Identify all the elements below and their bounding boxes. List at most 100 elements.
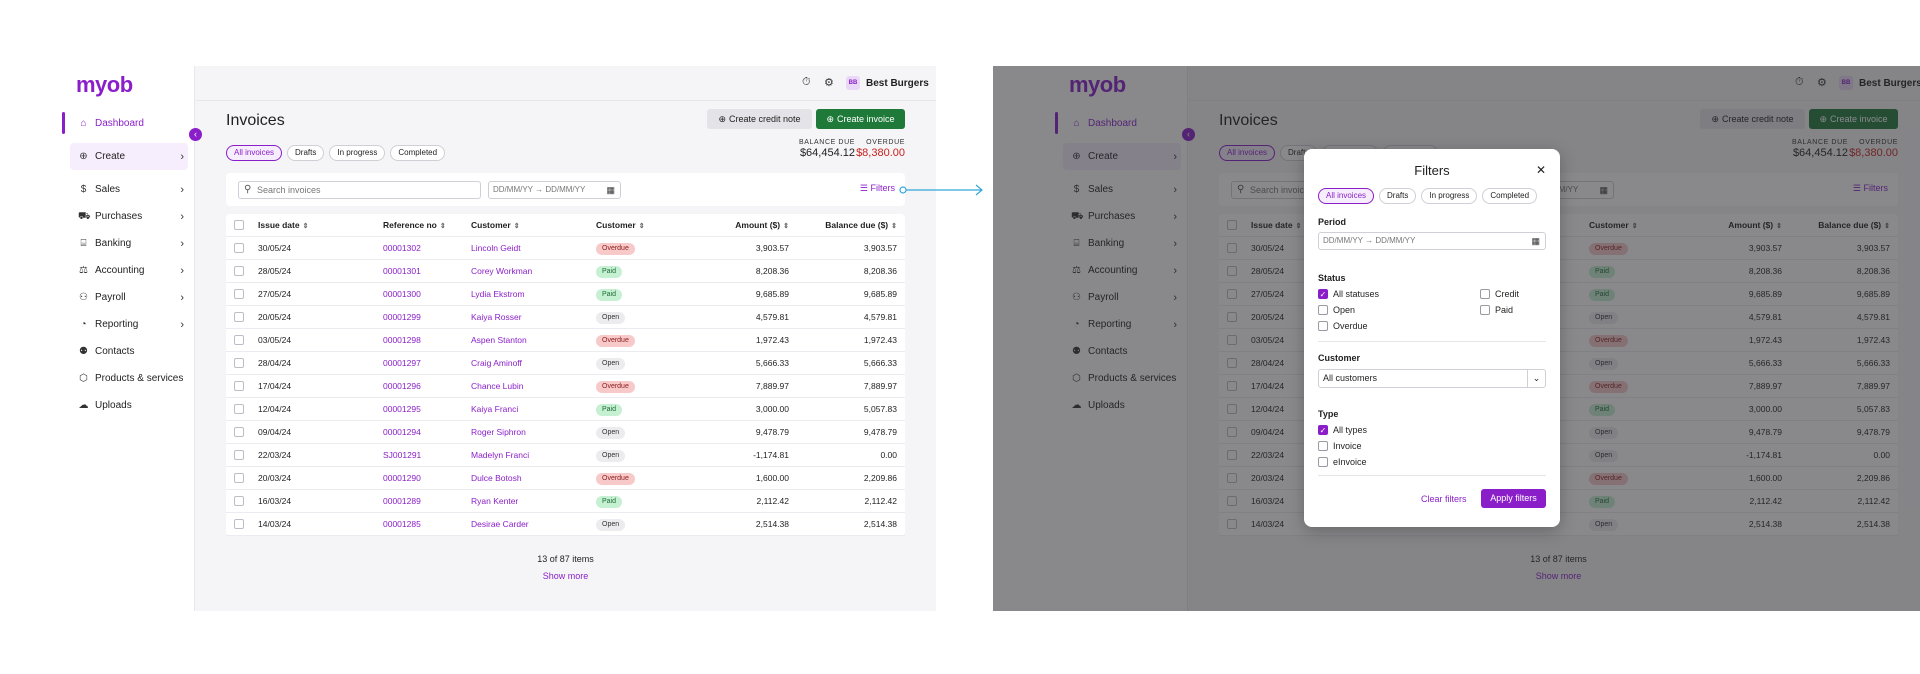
tab-in-progress[interactable]: In progress bbox=[329, 145, 386, 161]
status-checkbox[interactable]: Paid bbox=[1480, 305, 1513, 315]
period-date-field[interactable]: DD/MM/YY → DD/MM/YY ▦ bbox=[1318, 232, 1546, 250]
status-checkbox[interactable]: Open bbox=[1318, 305, 1355, 315]
customer-link[interactable]: Chance Lubin bbox=[471, 381, 524, 391]
customer-link[interactable]: Craig Aminoff bbox=[471, 358, 522, 368]
reference-link[interactable]: 00001302 bbox=[383, 243, 421, 253]
sidebar-item-banking[interactable]: ⌸ Banking › bbox=[66, 230, 188, 257]
column-header[interactable]: Amount ($)⇕ bbox=[735, 220, 789, 230]
sidebar-item-uploads[interactable]: ☁ Uploads bbox=[66, 392, 188, 419]
row-checkbox[interactable] bbox=[234, 335, 244, 345]
search-input[interactable]: ⚲ Search invoices bbox=[238, 181, 481, 199]
row-checkbox[interactable] bbox=[234, 496, 244, 506]
org-name[interactable]: Best Burgers bbox=[866, 78, 929, 89]
create-credit-note-button[interactable]: ⊕Create credit note bbox=[707, 109, 812, 129]
reference-link[interactable]: 00001295 bbox=[383, 404, 421, 414]
reference-link[interactable]: 00001290 bbox=[383, 473, 421, 483]
select-all-checkbox[interactable] bbox=[234, 220, 244, 230]
reference-link[interactable]: 00001297 bbox=[383, 358, 421, 368]
tab-drafts[interactable]: Drafts bbox=[287, 145, 325, 161]
create-invoice-button[interactable]: ⊕Create invoice bbox=[816, 109, 905, 129]
row-checkbox[interactable] bbox=[234, 427, 244, 437]
sidebar-item-reporting[interactable]: ◔ Reporting › bbox=[66, 311, 188, 338]
status-checkbox[interactable]: ✓ All statuses bbox=[1318, 289, 1379, 299]
row-checkbox[interactable] bbox=[234, 381, 244, 391]
table-row[interactable]: 20/03/24 00001290 Dulce Botosh Overdue 1,600… bbox=[226, 467, 905, 490]
tab-completed[interactable]: Completed bbox=[390, 145, 446, 161]
table-row[interactable]: 27/05/24 00001300 Lydia Ekstrom Paid 9,685.8… bbox=[226, 283, 905, 306]
table-row[interactable]: 20/05/24 00001299 Kaiya Rosser Open 4,579.81… bbox=[226, 306, 905, 329]
table-row[interactable]: 17/04/24 00001296 Chance Lubin Overdue 7,889… bbox=[226, 375, 905, 398]
sidebar-item-accounting[interactable]: ⚖ Accounting › bbox=[66, 257, 188, 284]
date-range-field[interactable]: DD/MM/YY → DD/MM/YY ▦ bbox=[488, 181, 621, 199]
row-checkbox[interactable] bbox=[234, 312, 244, 322]
reference-link[interactable]: 00001294 bbox=[383, 427, 421, 437]
type-checkbox[interactable]: Invoice bbox=[1318, 441, 1362, 451]
row-checkbox[interactable] bbox=[234, 289, 244, 299]
gear-icon[interactable]: ⚙ bbox=[824, 77, 834, 89]
sidebar-item-sales[interactable]: $ Sales › bbox=[66, 176, 188, 203]
reference-link[interactable]: SJ001291 bbox=[383, 450, 422, 460]
table-row[interactable]: 30/05/24 00001302 Lincoln Geidt Overdue 3,90… bbox=[226, 237, 905, 260]
row-checkbox[interactable] bbox=[234, 450, 244, 460]
dialog-tab-completed[interactable]: Completed bbox=[1482, 188, 1538, 204]
reference-link[interactable]: 00001285 bbox=[383, 519, 421, 529]
dialog-tab-in-progress[interactable]: In progress bbox=[1421, 188, 1478, 204]
reference-link[interactable]: 00001296 bbox=[383, 381, 421, 391]
status-checkbox[interactable]: Overdue bbox=[1318, 321, 1368, 331]
show-more-link[interactable]: Show more bbox=[542, 571, 589, 581]
type-checkbox[interactable]: ✓ All types bbox=[1318, 425, 1367, 435]
dialog-tab-drafts[interactable]: Drafts bbox=[1379, 188, 1417, 204]
row-checkbox[interactable] bbox=[234, 404, 244, 414]
reference-link[interactable]: 00001301 bbox=[383, 266, 421, 276]
collapse-sidebar-button[interactable]: ‹ bbox=[189, 128, 202, 141]
status-checkbox[interactable]: Credit bbox=[1480, 289, 1519, 299]
customer-link[interactable]: Desirae Carder bbox=[471, 519, 529, 529]
customer-link[interactable]: Aspen Stanton bbox=[471, 335, 527, 345]
close-icon[interactable]: ✕ bbox=[1535, 163, 1546, 177]
reference-link[interactable]: 00001289 bbox=[383, 496, 421, 506]
customer-link[interactable]: Dulce Botosh bbox=[471, 473, 522, 483]
help-icon[interactable]: ⏱ bbox=[802, 76, 811, 88]
type-checkbox[interactable]: eInvoice bbox=[1318, 457, 1367, 467]
column-header[interactable]: Issue date⇕ bbox=[258, 220, 308, 230]
filters-button[interactable]: ☰ Filters bbox=[860, 183, 895, 194]
customer-link[interactable]: Madelyn Franci bbox=[471, 450, 530, 460]
row-checkbox[interactable] bbox=[234, 519, 244, 529]
sidebar-item-purchases[interactable]: ⛟ Purchases › bbox=[66, 203, 188, 230]
table-row[interactable]: 22/03/24 SJ001291 Madelyn Franci Open -1,174… bbox=[226, 444, 905, 467]
column-header[interactable]: Reference no⇕ bbox=[383, 220, 446, 230]
tab-all-invoices[interactable]: All invoices bbox=[226, 145, 283, 161]
myob-logo[interactable]: myob bbox=[76, 72, 133, 97]
column-header[interactable]: Customer⇕ bbox=[596, 220, 645, 230]
sidebar-item-create[interactable]: ⊕ Create › bbox=[70, 143, 188, 170]
table-row[interactable]: 28/04/24 00001297 Craig Aminoff Open 5,666.3… bbox=[226, 352, 905, 375]
customer-link[interactable]: Kaiya Rosser bbox=[471, 312, 522, 322]
customer-select[interactable]: All customers ⌄ bbox=[1318, 369, 1546, 388]
reference-link[interactable]: 00001299 bbox=[383, 312, 421, 322]
customer-link[interactable]: Lincoln Geidt bbox=[471, 243, 521, 253]
customer-link[interactable]: Roger Siphron bbox=[471, 427, 526, 437]
customer-link[interactable]: Lydia Ekstrom bbox=[471, 289, 525, 299]
column-header[interactable]: Balance due ($)⇕ bbox=[825, 220, 897, 230]
row-checkbox[interactable] bbox=[234, 266, 244, 276]
table-row[interactable]: 12/04/24 00001295 Kaiya Franci Paid 3,000.00… bbox=[226, 398, 905, 421]
column-header[interactable]: Customer⇕ bbox=[471, 220, 520, 230]
clear-filters-button[interactable]: Clear filters bbox=[1421, 494, 1467, 504]
table-row[interactable]: 03/05/24 00001298 Aspen Stanton Overdue 1,97… bbox=[226, 329, 905, 352]
row-checkbox[interactable] bbox=[234, 243, 244, 253]
table-row[interactable]: 28/05/24 00001301 Corey Workman Paid 8,208.3… bbox=[226, 260, 905, 283]
sidebar-item-payroll[interactable]: ⚇ Payroll › bbox=[66, 284, 188, 311]
dialog-tab-all-invoices[interactable]: All invoices bbox=[1318, 188, 1375, 204]
row-checkbox[interactable] bbox=[234, 473, 244, 483]
calendar-icon[interactable]: ▦ bbox=[1531, 236, 1540, 246]
sidebar-item-contacts[interactable]: ⚉ Contacts bbox=[66, 338, 188, 365]
customer-link[interactable]: Kaiya Franci bbox=[471, 404, 519, 414]
org-avatar[interactable]: BB bbox=[846, 76, 860, 90]
sidebar-item-dashboard[interactable]: ⌂ Dashboard bbox=[62, 110, 188, 137]
calendar-icon[interactable]: ▦ bbox=[606, 185, 615, 195]
customer-link[interactable]: Ryan Kenter bbox=[471, 496, 519, 506]
reference-link[interactable]: 00001300 bbox=[383, 289, 421, 299]
row-checkbox[interactable] bbox=[234, 358, 244, 368]
sidebar-item-products-services[interactable]: ⬡ Products & services bbox=[66, 365, 188, 392]
table-row[interactable]: 14/03/24 00001285 Desirae Carder Open 2,514.… bbox=[226, 513, 905, 536]
